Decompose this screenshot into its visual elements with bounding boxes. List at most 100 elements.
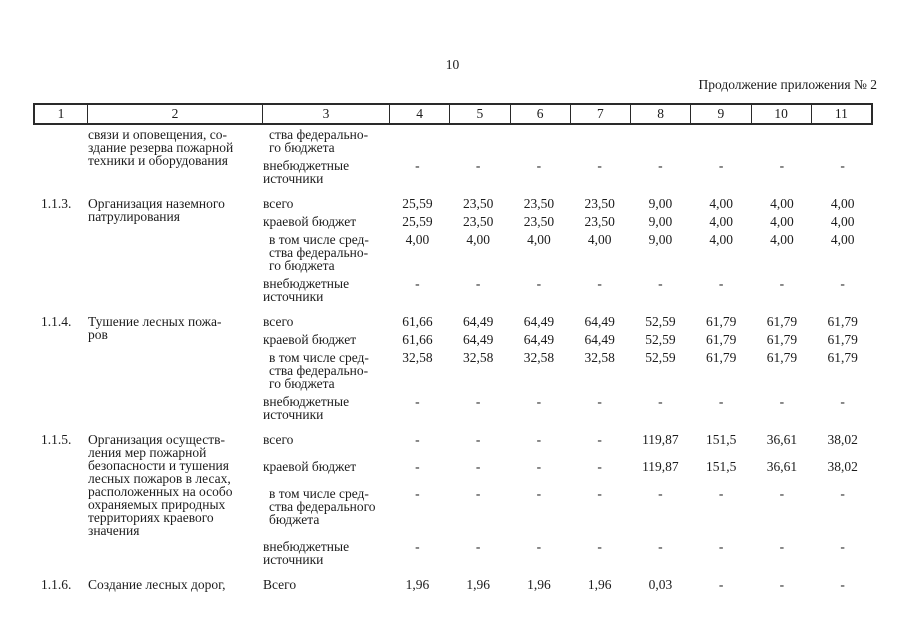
value-cell: - bbox=[415, 459, 420, 474]
value-cell: 52,59 bbox=[645, 350, 676, 365]
value-cell: - bbox=[658, 539, 663, 554]
value-cell: - bbox=[658, 276, 663, 291]
text-line: источники bbox=[263, 552, 324, 567]
value-cell: 4,00 bbox=[830, 214, 855, 229]
table-row: 1.1.6. Создание лесных дорог, Всего 1,96 1,9… bbox=[33, 577, 873, 592]
text-line: Всего bbox=[263, 577, 297, 592]
text-line: го бюджета bbox=[269, 376, 335, 391]
text-line: техники и оборудования bbox=[88, 153, 228, 168]
text-line: ления мер пожарной bbox=[88, 445, 207, 460]
text-line: связи и оповещения, со- bbox=[88, 127, 227, 142]
value-cell: - bbox=[840, 539, 845, 554]
value-cell: - bbox=[779, 158, 785, 173]
text-line: всего bbox=[263, 432, 294, 447]
page-number: 10 bbox=[445, 57, 460, 72]
funding-source-label: ства федерально-го бюджета bbox=[260, 128, 387, 155]
budget-group: краевой бюджет 25,59 23,50 23,50 23,50 9,00 4,… bbox=[260, 214, 873, 229]
budget-group: внебюджетные источники - - - - - - - - bbox=[260, 539, 873, 567]
value-cell: - bbox=[779, 539, 785, 554]
text-line: всего bbox=[263, 196, 294, 211]
funding-source-label: краевой бюджет bbox=[260, 333, 387, 347]
budget-group: краевой бюджет 61,66 64,49 64,49 64,49 52,59 6… bbox=[260, 332, 873, 347]
value-cell: 32,58 bbox=[462, 350, 494, 365]
funding-source-label: в том числе сред-ства федерально-го бюдж… bbox=[260, 232, 387, 273]
value-cell: 64,49 bbox=[523, 332, 555, 347]
value-cell: - bbox=[597, 539, 602, 554]
text-line: здание резерва пожарной bbox=[88, 140, 234, 155]
funding-source-label: Всего bbox=[260, 577, 387, 592]
budget-group: в том числе сред-ства федерального бюджет… bbox=[260, 487, 873, 527]
budget-group: внебюджетные источники - - - - - - - - bbox=[260, 158, 873, 186]
value-cell: - bbox=[415, 432, 420, 447]
budget-groups: Всего 1,96 1,96 1,96 1,96 0,03 - - - bbox=[260, 577, 873, 592]
funding-source-label: краевой бюджет bbox=[260, 214, 387, 229]
text-line: бюджета bbox=[269, 512, 320, 527]
value-cell: 119,87 bbox=[642, 432, 679, 447]
value-cell: 61,79 bbox=[827, 314, 858, 329]
budget-group: внебюджетные источники - - - - - - - - bbox=[260, 394, 873, 422]
text-line: охраняемых природных bbox=[88, 497, 226, 512]
measure-name: Организация осуществ-ления мер пожарной б… bbox=[85, 432, 260, 538]
budget-group: всего 25,59 23,50 23,50 23,50 9,00 4,00 4,00 4,0… bbox=[260, 196, 873, 211]
value-cell: 4,00 bbox=[587, 232, 612, 247]
value-cell: - bbox=[475, 539, 481, 554]
text-line: Тушение лесных пожа- bbox=[88, 314, 222, 329]
value-cell: - bbox=[597, 394, 602, 409]
value-cell: - bbox=[718, 577, 724, 592]
table-header-row: 1 2 3 4 5 6 7 8 9 10 11 bbox=[33, 103, 873, 125]
budget-group: в том числе сред-ства федерально-го бюдж… bbox=[260, 232, 873, 273]
text-line: го бюджета bbox=[269, 258, 335, 273]
text-line: внебюджетные bbox=[263, 394, 350, 409]
value-cell: 1,96 bbox=[527, 577, 551, 592]
value-cell: 151,5 bbox=[705, 459, 737, 474]
value-cell: 151,5 bbox=[705, 432, 737, 447]
text-line: Создание лесных дорог, bbox=[88, 577, 226, 592]
text-line: краевой бюджет bbox=[263, 214, 357, 229]
value-cell: 4,00 bbox=[466, 232, 490, 247]
value-cell: 23,50 bbox=[523, 214, 555, 229]
value-cell: 9,00 bbox=[648, 214, 673, 229]
value-cell: 9,00 bbox=[648, 232, 673, 247]
table-row: 1.1.5. Организация осуществ-ления мер пож… bbox=[33, 432, 873, 567]
budget-groups: всего - - - -119,87 151,5 36,61 38,02 краевой бю… bbox=[260, 432, 873, 567]
value-cell: 64,49 bbox=[462, 332, 494, 347]
value-cell: - bbox=[475, 394, 481, 409]
value-cell: - bbox=[718, 158, 724, 173]
value-cell: - bbox=[658, 394, 663, 409]
funding-source-label: всего bbox=[260, 196, 387, 211]
header-cell: 8 bbox=[630, 105, 690, 123]
text-line: источники bbox=[263, 171, 324, 186]
value-cell: 4,00 bbox=[709, 196, 733, 211]
value-cell: 38,02 bbox=[827, 459, 858, 474]
value-cell: - bbox=[779, 394, 785, 409]
funding-source-label: внебюджетные источники bbox=[260, 394, 387, 422]
value-cell: 23,50 bbox=[462, 214, 494, 229]
value-cell: 38,02 bbox=[827, 432, 858, 447]
row-number: 1.1.5. bbox=[41, 432, 72, 447]
text-line: Организация осуществ- bbox=[88, 432, 225, 447]
header-cell: 6 bbox=[509, 105, 570, 123]
header-cell: 1 bbox=[57, 106, 65, 121]
value-cell: - bbox=[536, 394, 542, 409]
header-cell: 7 bbox=[569, 105, 630, 123]
measure-name: связи и оповещения, со-здание резерва по… bbox=[85, 127, 260, 168]
value-cell: - bbox=[658, 158, 663, 173]
table-body: связи и оповещения, со-здание резерва по… bbox=[33, 125, 873, 592]
value-cell: 4,00 bbox=[830, 196, 855, 211]
text-line: ства федерально- bbox=[269, 363, 369, 378]
text-line: в том числе сред- bbox=[269, 232, 369, 247]
value-cell: - bbox=[840, 394, 845, 409]
value-cell: 36,61 bbox=[766, 459, 798, 474]
measure-name: Тушение лесных пожа-ров bbox=[85, 314, 260, 342]
text-line: патрулирования bbox=[88, 209, 180, 224]
value-cell: 25,59 bbox=[402, 214, 433, 229]
header-cell: 9 bbox=[690, 105, 750, 123]
value-cell: - bbox=[536, 276, 542, 291]
value-cell: - bbox=[415, 539, 420, 554]
funding-source-label: всего bbox=[260, 432, 387, 447]
table-row: 1.1.3. Организация наземного патрулировани… bbox=[33, 196, 873, 304]
value-cell: 0,03 bbox=[648, 577, 673, 592]
value-cell: 32,58 bbox=[402, 350, 433, 365]
value-cell: 1,96 bbox=[587, 577, 612, 592]
